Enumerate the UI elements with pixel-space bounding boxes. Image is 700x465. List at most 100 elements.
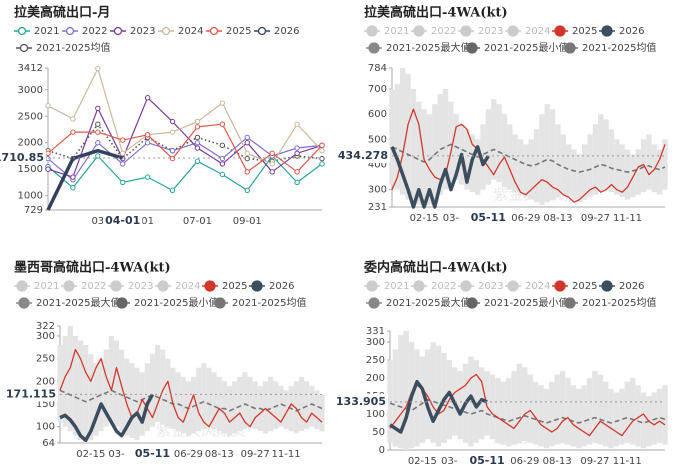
legend-item: 2021-2025均值 <box>562 41 657 54</box>
range-bar <box>144 363 150 432</box>
legend-item: 2021-2025最大值 <box>366 41 471 54</box>
range-bar <box>646 134 652 190</box>
y-tick-label: 100 <box>36 422 55 433</box>
range-bar <box>511 370 517 445</box>
legend-label: 2021-2025最大值 <box>386 41 471 54</box>
y-tick-label: 300 <box>368 185 387 196</box>
range-bar <box>624 381 630 443</box>
chart-title: 委内高硫出口-4WA(kt) <box>363 260 508 276</box>
range-bar <box>437 94 443 195</box>
legend-item: 2023 <box>110 26 155 37</box>
legend-label: 2024 <box>175 281 200 292</box>
range-bar <box>252 381 258 429</box>
range-bar <box>398 334 404 449</box>
legend-item: 2024 <box>158 26 203 37</box>
point <box>244 134 250 141</box>
range-bar <box>603 119 609 190</box>
range-bar <box>77 340 84 441</box>
legend-marker <box>366 25 378 37</box>
y-tick-label: 231 <box>368 202 387 213</box>
point <box>45 155 51 162</box>
range-bar <box>495 378 501 443</box>
legend-marker <box>507 280 519 292</box>
point <box>95 153 101 159</box>
range-bar <box>304 381 310 429</box>
series-line <box>47 68 323 165</box>
legend-marker <box>466 42 478 54</box>
legend-item: 2025 <box>202 280 247 292</box>
x-tick-label: 09-27 <box>241 449 270 460</box>
point <box>120 179 126 186</box>
legend-label: 2023 <box>130 26 155 37</box>
point <box>45 102 51 109</box>
range-bar <box>414 349 420 447</box>
label-box <box>335 147 390 163</box>
range-bar <box>262 381 269 434</box>
range-bar <box>113 340 120 427</box>
y-tick-label: 3412 <box>18 63 43 74</box>
legend-item: 2026 <box>599 280 644 292</box>
y-tick-label: 700 <box>368 84 387 95</box>
legend-item: 2023 <box>458 280 503 292</box>
range-bar <box>570 385 577 447</box>
range-bar <box>656 388 663 443</box>
y-tick-label: 500 <box>368 134 387 145</box>
legend-label: 2021-2025最大值 <box>386 296 471 309</box>
range-bar <box>576 154 583 203</box>
point <box>144 132 151 138</box>
point <box>95 65 101 72</box>
legend-label: 2022 <box>81 281 106 292</box>
range-bar <box>425 349 431 440</box>
legend-item: 2021-2025最大值 <box>16 296 121 309</box>
y-tick-label: 1500 <box>18 164 43 175</box>
chart-panel: 拉美高硫出口-4WA(kt) 2021 2022 2023 2024 2025 2026 20… <box>335 5 668 225</box>
y-tick-label: 250 <box>366 355 385 366</box>
y-tick-label: 200 <box>366 373 385 384</box>
range-bar <box>581 385 587 447</box>
legend-marker <box>460 25 472 37</box>
range-bar <box>613 392 620 447</box>
range-bar <box>635 149 641 195</box>
range-bar <box>614 139 620 195</box>
range-bar <box>533 129 540 203</box>
legend-label: 2026 <box>619 281 644 292</box>
point <box>244 155 250 162</box>
legend-label: 2023 <box>128 281 153 292</box>
x-tick-label: 11-11 <box>272 449 301 460</box>
range-bar <box>635 385 641 447</box>
point <box>169 118 176 125</box>
legend-marker <box>507 25 519 37</box>
range-bar <box>108 335 114 423</box>
y-tick-label: 331 <box>366 326 385 337</box>
y-tick-label: 600 <box>368 109 387 120</box>
y-tick-label: 729 <box>24 205 43 216</box>
point <box>219 171 226 178</box>
legend-item: 2021 <box>14 280 59 292</box>
range-bar <box>512 134 518 193</box>
series-line <box>47 97 323 178</box>
range-bar <box>571 149 577 200</box>
legend-label: 2024 <box>525 26 550 37</box>
series-line <box>47 123 323 173</box>
range-bar <box>496 104 502 183</box>
legend-item: 2021-2025最小值 <box>464 296 569 309</box>
x-tick-label: 01 <box>141 216 154 227</box>
range-bar <box>403 331 409 450</box>
point <box>294 169 300 175</box>
range-bar <box>489 374 496 440</box>
point <box>244 169 250 175</box>
range-bar <box>293 381 299 434</box>
legend-label: 2022 <box>431 26 456 37</box>
range-bar <box>392 349 399 447</box>
point <box>269 150 275 157</box>
range-bar <box>410 89 417 203</box>
range-bar <box>180 376 186 434</box>
range-bar <box>507 124 513 190</box>
point <box>294 150 300 157</box>
point <box>120 161 126 167</box>
x-tick-label: 09-27 <box>581 213 610 224</box>
legend-label: 2023 <box>478 26 503 37</box>
x-tick-label: 02-15 <box>76 449 105 460</box>
range-bar <box>237 376 243 432</box>
